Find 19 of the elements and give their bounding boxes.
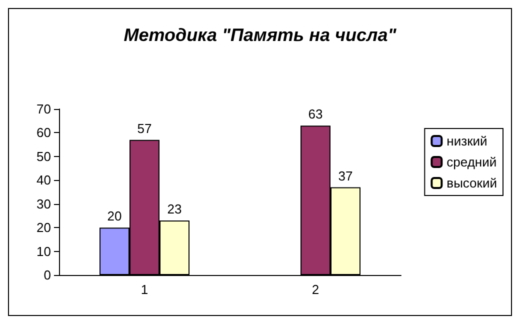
y-tick-label: 70	[36, 102, 51, 116]
y-tick-label: 0	[44, 268, 51, 282]
data-label: 20	[107, 208, 122, 224]
y-tick-label: 40	[36, 172, 51, 188]
data-label: 37	[338, 168, 353, 184]
y-tick-label: 20	[36, 220, 51, 236]
x-tick-label: 1	[140, 282, 148, 297]
y-tick-label: 10	[36, 244, 51, 259]
data-label: 57	[137, 120, 152, 136]
y-tick-label: 30	[36, 196, 51, 212]
y-tick-label: 50	[36, 148, 51, 164]
chart-title: Методика "Память на числа"	[124, 25, 397, 45]
x-tick-label: 2	[312, 282, 320, 297]
y-tick-label: 60	[36, 125, 51, 140]
legend-label: низкий	[446, 134, 488, 148]
data-label: 63	[308, 106, 323, 122]
data-label: 23	[167, 201, 182, 216]
legend-label: средний	[446, 154, 497, 170]
legend-label: высокий	[446, 176, 498, 190]
